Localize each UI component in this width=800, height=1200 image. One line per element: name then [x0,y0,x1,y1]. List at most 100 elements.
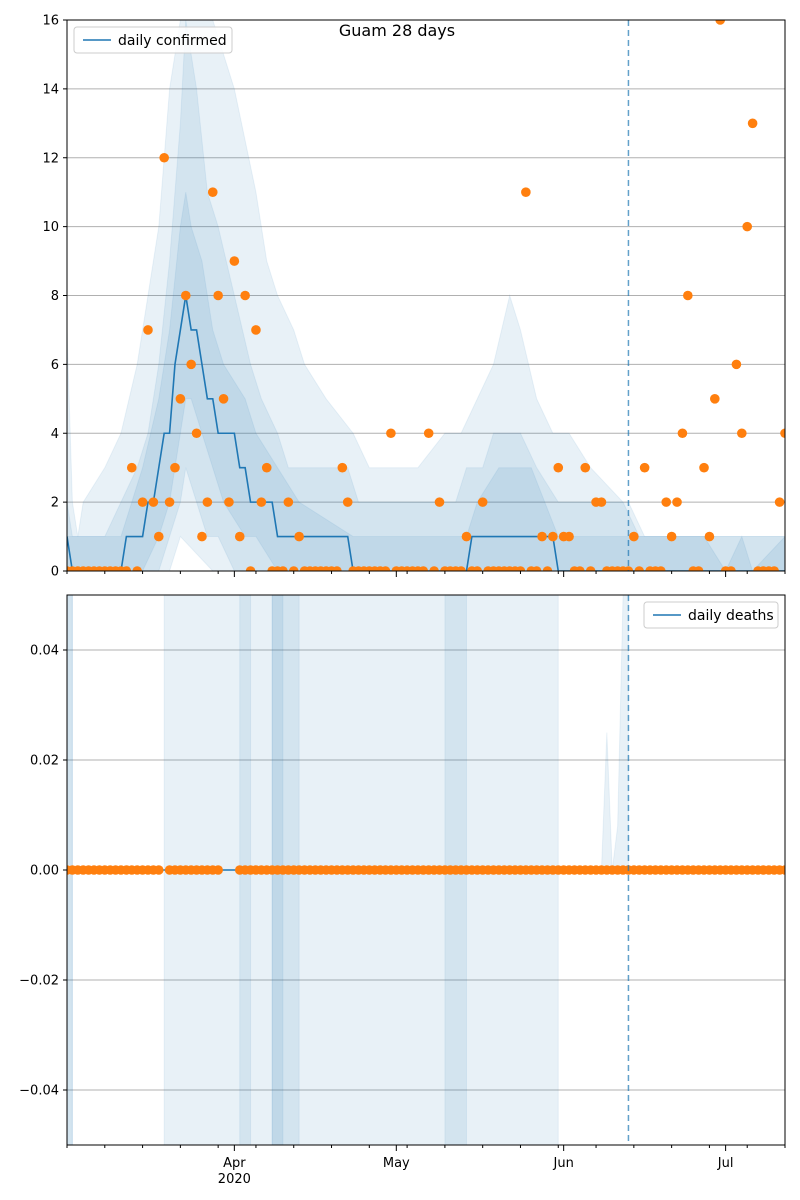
confidence-band-outer [67,20,785,571]
plot-area [67,20,785,571]
data-point [170,462,180,473]
data-point [531,566,542,571]
data-point [737,428,747,439]
data-point [245,566,256,571]
data-point [224,497,234,507]
data-point [191,428,202,439]
data-point [380,566,391,571]
data-point [256,497,267,507]
data-point [213,290,223,301]
data-point [472,566,483,571]
data-point [521,187,531,197]
data-point [186,359,196,370]
x-tick-label: Apr [223,1156,246,1171]
data-point [137,497,148,507]
data-point [278,566,288,571]
y-tick-label: 2 [51,496,59,511]
data-point [121,566,132,571]
data-point [537,531,547,542]
data-point [769,566,780,571]
data-point [726,566,736,571]
data-point [153,531,164,542]
data-point [234,531,245,542]
data-point [240,290,250,301]
data-point [575,566,585,571]
data-point [143,325,153,335]
data-point [229,256,240,266]
plot-area [67,595,785,1145]
data-point [477,497,488,507]
y-tick-label: 8 [51,289,59,304]
data-point [774,497,785,507]
data-point [585,566,596,571]
data-point [434,497,445,507]
data-point [332,566,342,571]
y-tick-label: −0.04 [19,1084,59,1099]
data-point [710,394,720,404]
data-point [342,497,353,507]
data-point [731,359,742,370]
legend-label: daily deaths [688,608,774,624]
x-tick-label: May [383,1156,410,1171]
legend: daily deaths [643,601,779,629]
y-tick-label: 4 [51,427,59,442]
data-point [548,531,558,542]
y-tick-label: −0.02 [19,974,59,989]
y-tick-label: 0.00 [30,864,59,879]
legend-label: daily confirmed [118,33,227,49]
data-point [596,497,607,507]
y-tick-label: 0.02 [30,754,59,769]
data-point [132,566,142,571]
data-point [197,531,207,542]
data-point [742,221,753,232]
data-point [126,462,137,473]
data-point [251,325,261,335]
data-point [747,118,758,129]
data-point [623,566,634,571]
x-tick-year-label: 2020 [218,1172,251,1187]
data-point [715,20,726,25]
data-point [386,428,396,439]
x-tick-label: Jul [717,1156,734,1171]
y-tick-label: 16 [42,14,59,29]
legend-box [73,26,233,54]
y-tick-label: 12 [42,151,59,166]
data-point [461,531,472,542]
data-point [418,566,429,571]
data-point [515,566,526,571]
data-point [175,394,186,404]
data-point [542,566,553,571]
data-point [218,394,229,404]
data-point [202,497,213,507]
data-point [294,531,304,542]
data-point [656,566,666,571]
y-tick-label: 6 [51,358,59,373]
confirmed-axes: 0 2 4 6 8 10 12 14 16 Guam 28 days daily confirmed [42,14,786,580]
data-point [153,865,164,875]
data-point [429,566,439,571]
data-point [456,566,466,571]
data-point [288,566,299,571]
data-point [337,462,348,473]
data-point [423,428,434,439]
data-point [639,462,650,473]
data-point [704,531,715,542]
data-point [693,566,704,571]
data-point [180,290,191,301]
data-point [553,462,564,473]
data-point [580,462,591,473]
data-point [148,497,159,507]
data-point [666,531,677,542]
data-point [634,566,645,571]
x-tick-label: Jun [553,1156,574,1171]
confidence-band-middle [67,20,785,571]
data-point [629,531,639,542]
data-point [564,531,574,542]
data-point [780,865,785,875]
y-tick-label: 10 [42,220,59,235]
data-point [213,865,223,875]
data-point [283,497,294,507]
